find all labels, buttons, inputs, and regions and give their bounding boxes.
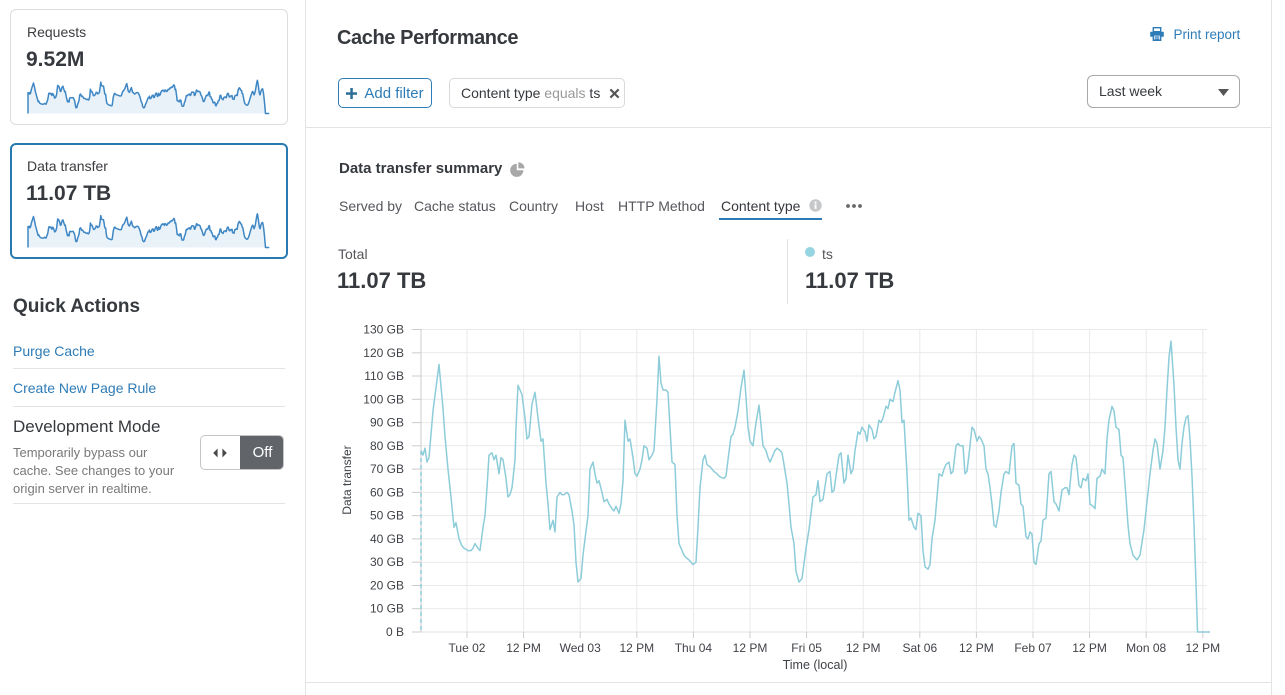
svg-text:Wed 03: Wed 03: [560, 641, 601, 655]
svg-text:12 PM: 12 PM: [846, 641, 881, 655]
svg-text:80 GB: 80 GB: [370, 439, 404, 453]
svg-text:12 PM: 12 PM: [959, 641, 994, 655]
svg-text:Tue 02: Tue 02: [449, 641, 486, 655]
svg-text:30 GB: 30 GB: [370, 555, 404, 569]
svg-text:50 GB: 50 GB: [370, 509, 404, 523]
svg-text:0 B: 0 B: [386, 625, 404, 639]
svg-text:70 GB: 70 GB: [370, 462, 404, 476]
svg-text:120 GB: 120 GB: [363, 346, 404, 360]
svg-text:12 PM: 12 PM: [1072, 641, 1107, 655]
svg-text:100 GB: 100 GB: [363, 392, 404, 406]
svg-text:20 GB: 20 GB: [370, 579, 404, 593]
svg-text:12 PM: 12 PM: [733, 641, 768, 655]
svg-text:Time (local): Time (local): [783, 658, 848, 672]
svg-text:Feb 07: Feb 07: [1014, 641, 1052, 655]
svg-text:Fri 05: Fri 05: [791, 641, 822, 655]
svg-text:10 GB: 10 GB: [370, 602, 404, 616]
svg-text:90 GB: 90 GB: [370, 416, 404, 430]
svg-text:110 GB: 110 GB: [364, 369, 404, 383]
svg-text:12 PM: 12 PM: [619, 641, 654, 655]
svg-text:12 PM: 12 PM: [506, 641, 541, 655]
svg-text:12 PM: 12 PM: [1185, 641, 1220, 655]
svg-text:Data transfer: Data transfer: [340, 445, 354, 514]
svg-text:Sat 06: Sat 06: [902, 641, 937, 655]
svg-text:60 GB: 60 GB: [370, 485, 404, 499]
svg-text:Mon 08: Mon 08: [1126, 641, 1166, 655]
svg-text:40 GB: 40 GB: [370, 532, 404, 546]
svg-text:130 GB: 130 GB: [363, 323, 404, 337]
svg-text:Thu 04: Thu 04: [675, 641, 713, 655]
